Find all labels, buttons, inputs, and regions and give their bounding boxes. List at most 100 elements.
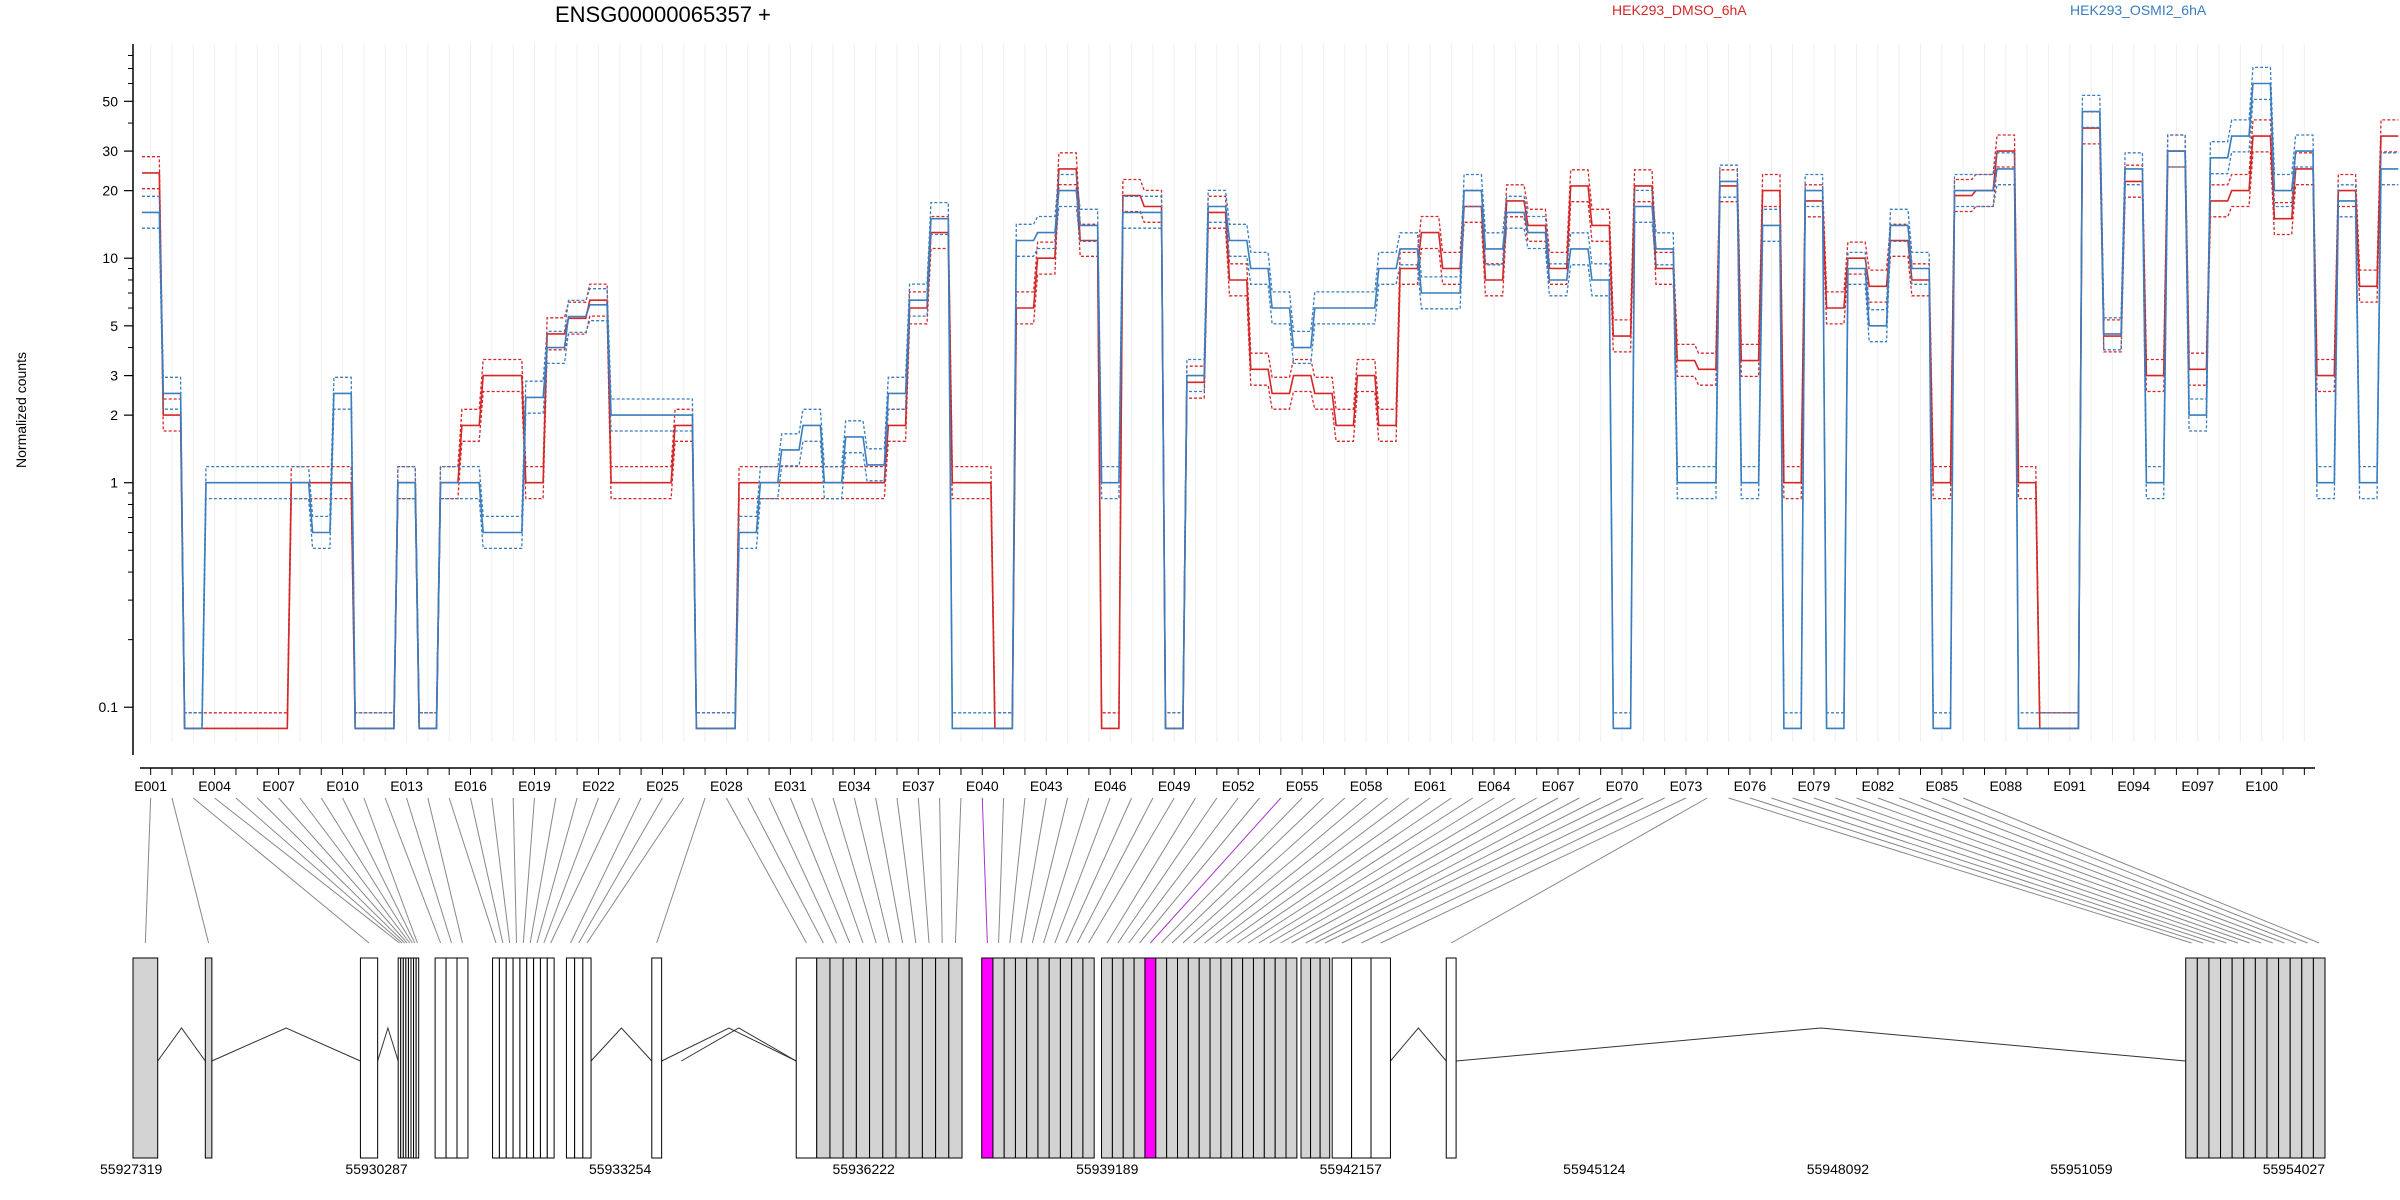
exon-connector-58 [1193, 797, 1367, 944]
exon-axis: E001 E004 E007 E010 E013 E016 E019 E022 E025 E028… [134, 767, 2315, 794]
exon-box-52 [1122, 957, 1135, 1159]
exon-tick-label-E079: E079 [1798, 778, 1831, 794]
exon-connector-2 [171, 797, 210, 944]
exon-connector-68 [1305, 797, 1580, 944]
exon-connector-24 [570, 797, 642, 944]
exon-box-72 [1351, 957, 1372, 1159]
exon-connector-78 [1792, 797, 2227, 944]
exon-tick-label-E001: E001 [134, 778, 167, 794]
exon-tick-label-E070: E070 [1606, 778, 1639, 794]
exon-box-68 [1300, 957, 1312, 1159]
exon-box-75 [2185, 957, 2198, 1159]
exon-tick-label-E073: E073 [1670, 778, 1703, 794]
exon-tick-label-E037: E037 [902, 778, 935, 794]
exon-connector-50 [1106, 797, 1196, 944]
exon-box-26 [582, 957, 592, 1159]
exon-connector-65 [1269, 797, 1516, 944]
exon-connector-72 [1361, 797, 1665, 944]
exon-connector-77 [1771, 797, 2215, 944]
genomic-coordinate-label-55945124: 55945124 [1563, 1161, 1626, 1177]
exon-box-36 [908, 957, 923, 1159]
exon-box-76 [2196, 957, 2210, 1159]
exon-box-19 [519, 957, 528, 1159]
exon-connector-66 [1280, 797, 1537, 944]
exon-box-56 [1166, 957, 1179, 1159]
y-tick-label-20: 20 [102, 183, 118, 199]
exon-box-74 [1445, 957, 1457, 1159]
exon-connector-64 [1258, 797, 1495, 944]
exon-box-41 [992, 957, 1005, 1159]
genomic-coordinate-label-55939189: 55939189 [1076, 1161, 1139, 1177]
exon-connector-34 [853, 797, 890, 944]
genomic-coordinate-axis: 55927319 55930287 55933254 55936222 55939189… [100, 1161, 2325, 1177]
exon-connector-10 [342, 797, 416, 944]
exon-box-77 [2208, 957, 2222, 1159]
exon-connector-17 [491, 797, 511, 944]
exon-connector-74 [1450, 797, 1708, 944]
intron-line-7 [1456, 1027, 2186, 1062]
exon-connector-33 [832, 797, 877, 944]
exon-box-45 [1037, 957, 1050, 1159]
exon-connector-25 [578, 797, 663, 944]
exon-box-53 [1133, 957, 1146, 1159]
exon-connector-60 [1215, 797, 1410, 944]
exon-connector-44 [1031, 797, 1069, 944]
exon-tick-label-E100: E100 [2245, 778, 2278, 794]
exon-connector-45 [1043, 797, 1090, 944]
series-line-1-replicate-b [142, 143, 2399, 730]
exon-tick-label-E016: E016 [454, 778, 487, 794]
chart-title: ENSG00000065357 + [555, 2, 771, 27]
exon-connector-23 [550, 797, 621, 944]
exon-box-59 [1198, 957, 1211, 1159]
y-tick-label-50: 50 [102, 93, 118, 109]
exon-tick-label-E043: E043 [1030, 778, 1063, 794]
exon-connector-18 [512, 797, 517, 944]
exon-tick-label-E091: E091 [2053, 778, 2086, 794]
exon-box-24 [565, 957, 576, 1159]
exon-connector-40 [981, 797, 988, 944]
exon-connector-61 [1226, 797, 1431, 944]
y-axis: 0.1 1 2 3 5 10 20 30 50 [99, 44, 134, 755]
exon-box-1 [132, 957, 159, 1159]
exon-box-71 [1331, 957, 1353, 1159]
exon-box-31 [842, 957, 857, 1159]
exon-connector-83 [1899, 797, 2285, 944]
exon-box-13 [445, 957, 458, 1159]
y-tick-label-0.1: 0.1 [99, 699, 119, 715]
exon-connector-5 [235, 797, 403, 944]
exon-connector-57 [1182, 797, 1346, 944]
legend-series-dmso: HEK293_DMSO_6hA [1612, 2, 1747, 18]
series-line-1 [142, 127, 2399, 730]
exon-connector-19 [522, 797, 535, 944]
exon-connector-63 [1247, 797, 1473, 944]
exon-connector-80 [1835, 797, 2250, 944]
intron-line-4 [661, 1027, 797, 1062]
exon-connector-9 [320, 797, 413, 944]
exon-connector-81 [1856, 797, 2262, 944]
exon-connector-73 [1380, 797, 1687, 944]
genomic-coordinate-label-55936222: 55936222 [833, 1161, 896, 1177]
exon-connector-1 [144, 797, 152, 944]
exon-tick-label-E061: E061 [1414, 778, 1447, 794]
exon-connector-47 [1065, 797, 1132, 944]
exon-connector-16 [470, 797, 504, 944]
y-tick-label-30: 30 [102, 143, 118, 159]
exon-connector-39 [954, 797, 962, 944]
exon-connector-22 [543, 797, 599, 944]
genomic-coordinate-label-55951059: 55951059 [2050, 1161, 2113, 1177]
exon-connector-26 [586, 797, 685, 944]
exon-box-67 [1285, 957, 1298, 1159]
y-tick-label-2: 2 [110, 407, 118, 423]
exon-connector-43 [1020, 797, 1047, 944]
exon-tick-label-E040: E040 [966, 778, 999, 794]
exon-connector-lines [144, 797, 2320, 944]
exon-box-21 [533, 957, 541, 1159]
exon-tick-label-E055: E055 [1286, 778, 1319, 794]
series-line-2-replicate-a [142, 66, 2399, 714]
exon-connector-37 [917, 797, 930, 944]
exon-connector-55 [1160, 797, 1303, 944]
exon-box-20 [526, 957, 535, 1159]
exon-connector-35 [875, 797, 904, 944]
exon-tick-label-E031: E031 [774, 778, 807, 794]
genomic-coordinate-label-55942157: 55942157 [1320, 1161, 1383, 1177]
